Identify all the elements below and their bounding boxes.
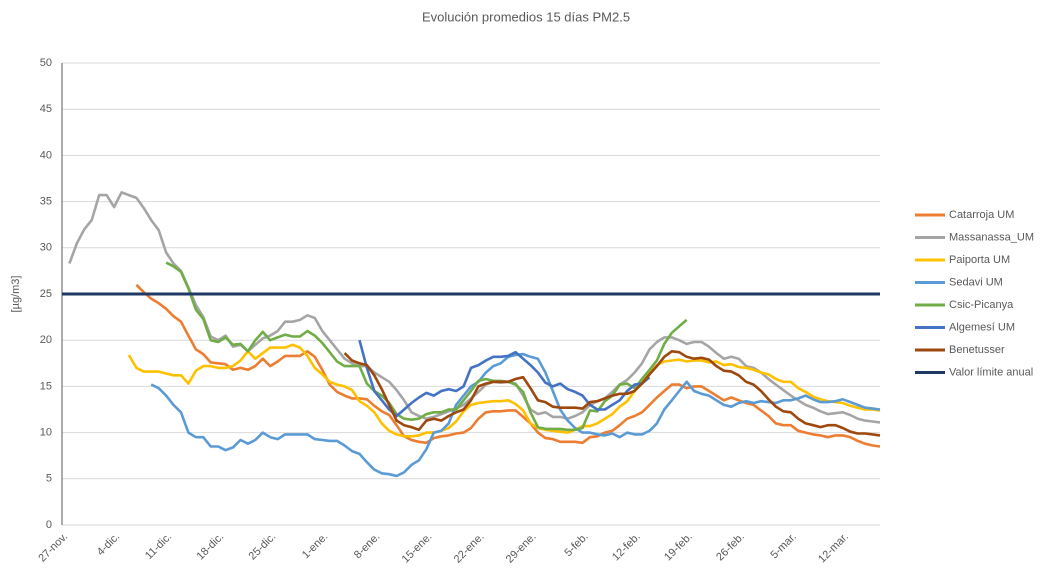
x-tick-label: 4-dic. (95, 531, 123, 559)
y-tick-label: 0 (46, 519, 52, 531)
series-line (343, 350, 881, 437)
y-tick-label: 40 (40, 149, 52, 161)
y-tick-label: 50 (40, 57, 52, 69)
x-tick-label: 12-mar. (816, 531, 851, 566)
series-line (135, 283, 881, 448)
series-line (165, 261, 688, 432)
y-tick-label: 30 (40, 242, 52, 254)
y-tick-label: 15 (40, 380, 52, 392)
x-tick-label: 27-nov. (36, 531, 70, 565)
x-tick-label: 25-dic. (247, 531, 279, 563)
x-tick-label: 18-dic. (194, 531, 226, 563)
series-line (150, 352, 881, 478)
legend-label: Massanassa_UM (949, 231, 1034, 243)
x-tick-label: 12-feb. (610, 531, 643, 564)
x-tick-label: 5-feb. (562, 531, 590, 559)
y-tick-label: 20 (40, 334, 52, 346)
x-tick-label: 22-ene. (452, 531, 487, 566)
x-tick-label: 8-ene. (352, 531, 383, 562)
x-tick-label: 19-feb. (662, 531, 695, 564)
x-tick-label: 15-ene. (400, 531, 435, 566)
x-tick-label: 29-ene. (504, 531, 539, 566)
y-tick-label: 35 (40, 196, 52, 208)
y-tick-label: 45 (40, 103, 52, 115)
legend-label: Valor límite anual (949, 366, 1033, 378)
legend-label: Paiporta UM (949, 254, 1010, 266)
series-line (358, 339, 651, 418)
legend-label: Csic-Picanya (949, 299, 1014, 311)
legend-label: Catarroja UM (949, 209, 1014, 221)
y-tick-label: 25 (40, 288, 52, 300)
y-axis-label: [µg/m3] (10, 276, 22, 313)
series-line (127, 343, 881, 438)
legend-label: Benetusser (949, 344, 1005, 356)
x-tick-label: 11-dic. (143, 531, 174, 562)
legend-label: Sedavi UM (949, 276, 1003, 288)
chart-title: Evolución promedios 15 días PM2.5 (422, 9, 630, 24)
x-tick-label: 1-ene. (300, 531, 331, 562)
legend-label: Algemesí UM (949, 321, 1015, 333)
y-tick-label: 10 (40, 427, 52, 439)
x-tick-label: 5-mar. (768, 531, 799, 562)
y-tick-label: 5 (46, 473, 52, 485)
x-tick-label: 26-feb. (714, 531, 747, 564)
